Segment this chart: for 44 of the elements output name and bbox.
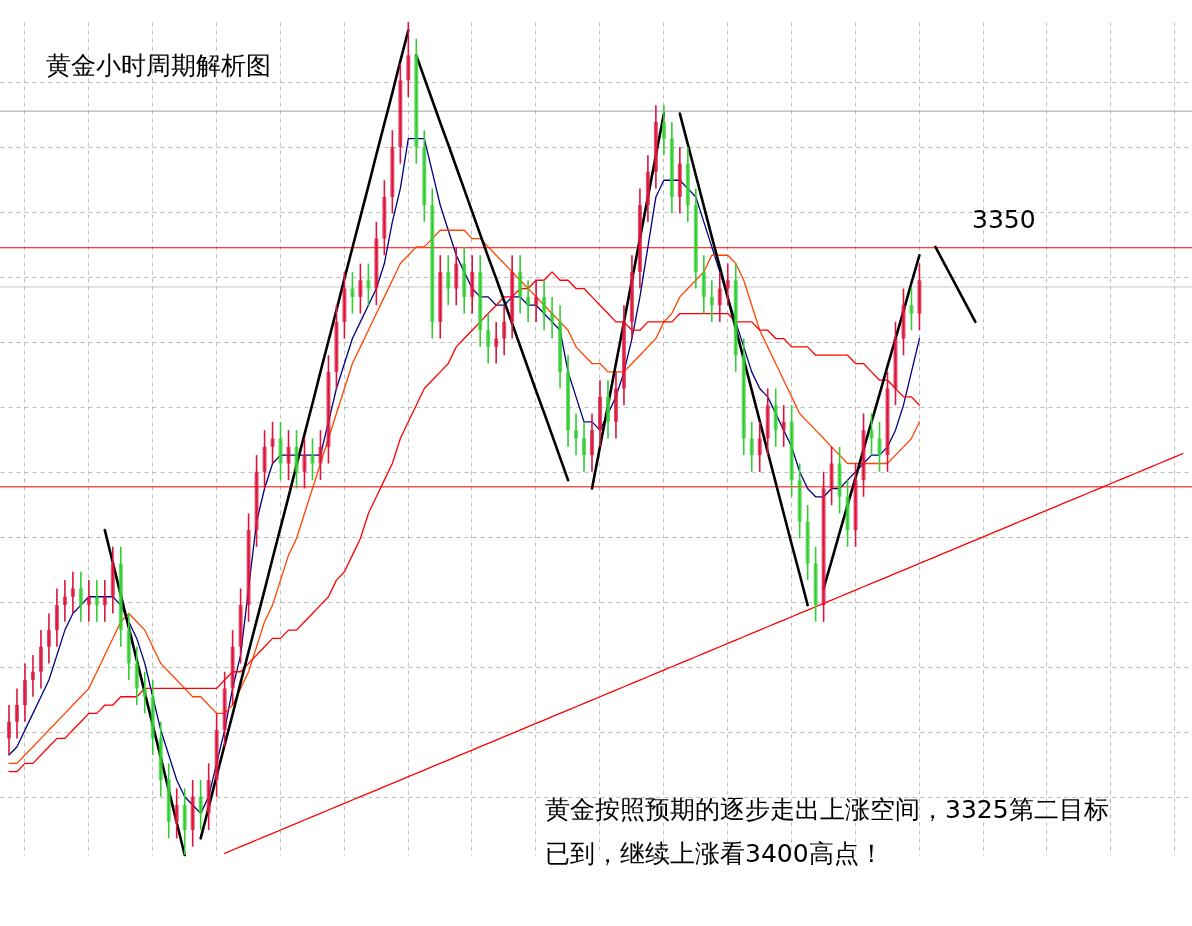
candlestick [30, 654, 35, 698]
candlestick [94, 579, 99, 623]
candlestick [542, 279, 547, 332]
candlestick [6, 704, 11, 756]
candlestick [78, 570, 83, 623]
candlestick [270, 421, 275, 465]
annotation: 黄金按照预期的逐步走出上涨空间，3325第二目标已到，继续上涨看3400高点！ [545, 795, 1109, 868]
candlestick [502, 304, 507, 356]
candlestick [869, 412, 874, 456]
annotation: 3350 [972, 205, 1036, 234]
candlestick [366, 262, 371, 307]
candlestick [574, 412, 579, 456]
candlestick [70, 570, 75, 615]
candlestick [781, 404, 786, 448]
candlestick [486, 312, 491, 365]
candlestick [661, 104, 666, 157]
candlestick [494, 321, 499, 365]
candlestick [909, 287, 914, 332]
candlestick [358, 262, 363, 315]
candlestick [86, 579, 91, 623]
candlestick [582, 421, 587, 473]
candlestick [142, 670, 147, 715]
candlestick [174, 787, 179, 840]
candlestick [310, 437, 315, 481]
candlestick [757, 421, 762, 473]
candlestick [302, 437, 307, 490]
candlestick [198, 779, 203, 831]
candlestick [350, 271, 355, 315]
candlestick [877, 421, 882, 473]
candlestick [550, 296, 555, 340]
text: 黄金小时周期解析图 [46, 51, 271, 81]
candlestick [14, 687, 19, 740]
candlestick [46, 612, 51, 665]
candlestick [749, 421, 754, 473]
candlestick [725, 262, 730, 307]
candlestick [717, 271, 722, 323]
candlestick [709, 279, 714, 323]
candlestick [102, 579, 107, 623]
candlestick [534, 279, 539, 323]
candlestick [446, 254, 451, 307]
candlestick [318, 429, 323, 481]
candlestick [286, 429, 291, 481]
candlestick [62, 579, 67, 623]
candlestick [526, 279, 531, 323]
